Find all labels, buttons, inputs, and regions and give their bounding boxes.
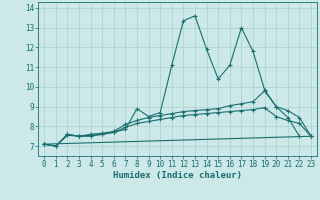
- X-axis label: Humidex (Indice chaleur): Humidex (Indice chaleur): [113, 171, 242, 180]
